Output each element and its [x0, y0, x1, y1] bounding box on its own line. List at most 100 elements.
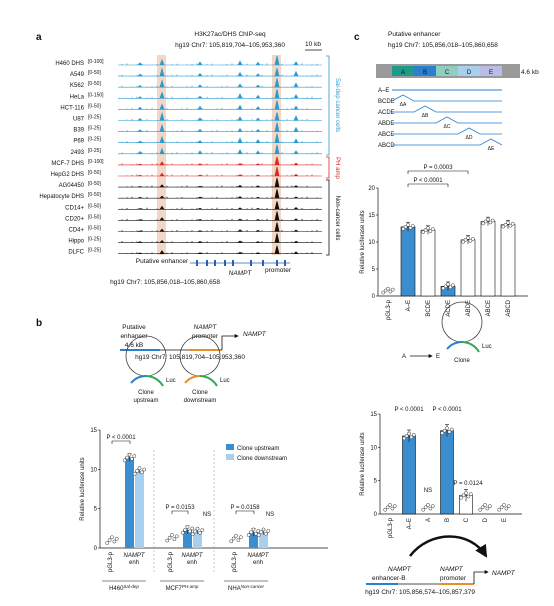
x-tick-label: A [426, 518, 432, 522]
significance-bracket [407, 183, 449, 187]
track-range: [0-50] [88, 181, 101, 187]
deletion-label: ΔC [444, 124, 451, 130]
replicate-dot [180, 530, 185, 535]
track-range: [0-100] [88, 59, 104, 65]
exon [196, 260, 198, 266]
track-range: [0-50] [88, 214, 101, 220]
track-signal [121, 211, 318, 221]
replicate-dot [430, 504, 435, 508]
segment-label: B [423, 70, 427, 76]
y-tick-label: 15 [368, 213, 375, 219]
track-range: [0-25] [88, 248, 101, 254]
replicate-dot [483, 219, 488, 224]
d-arrow-end: E [436, 354, 440, 360]
panel-b: b Putative enhancer 4.6 kB NAMPT promote… [36, 318, 328, 592]
panel-d: A E Luc Clone 0 5 10 15 Relative luciferase … [360, 301, 522, 596]
bottom-enhancer-label: Putative enhancer [136, 258, 189, 265]
replicate-dot [407, 431, 411, 436]
replicate-dot [490, 218, 495, 223]
panel-a-letter: a [36, 32, 42, 43]
replicate-dot [185, 525, 190, 529]
deletion-label: ΔB [422, 113, 429, 119]
replicate-dot [411, 432, 416, 437]
segment-A [392, 66, 414, 76]
replicate-dot [127, 452, 132, 457]
b-luc-2: Luc [220, 378, 230, 384]
replicate-dot [485, 506, 490, 511]
bar [420, 229, 436, 297]
track-name: K562 [70, 83, 85, 89]
bar-clone-upstream [125, 457, 134, 548]
b-legend-2: Clone downstream [237, 456, 287, 462]
replicate-dot [408, 226, 413, 230]
replicate-dot [486, 217, 490, 222]
replicate-dot [468, 492, 473, 496]
y-tick-label: 10 [368, 240, 375, 246]
track-name: HCT-116 [60, 105, 84, 111]
x-tick-label: pGL3-p [232, 551, 238, 572]
replicate-dot [466, 494, 471, 499]
replicate-dot [446, 282, 450, 287]
construct-line [392, 138, 503, 146]
x-tick-label: ACDE [446, 300, 452, 317]
track-range: [0-150] [88, 92, 104, 98]
replicate-dot [254, 531, 258, 536]
p-value: P = 0.0158 [230, 505, 260, 511]
x-tick-label-2: enh [129, 560, 139, 566]
x-tick-label-2: enh [253, 560, 263, 566]
replicate-dot [390, 506, 395, 511]
track-name: CD20+ [65, 216, 84, 222]
replicate-dot [256, 533, 261, 537]
p-value: NS [266, 512, 274, 518]
significance-bracket [111, 440, 131, 444]
replicate-dot [443, 284, 448, 289]
replicate-dot [499, 505, 504, 510]
track-name: CD4+ [68, 228, 84, 234]
panel-c-letter: c [354, 32, 360, 43]
panel-c-coords: hg19 Chr7: 105,856,018–105,860,658 [388, 42, 498, 49]
p-value: P < 0.0001 [432, 407, 462, 413]
significance-bracket [235, 510, 255, 514]
replicate-dot [488, 220, 493, 225]
replicate-dot [388, 289, 393, 294]
y-tick-label: 15 [370, 412, 377, 418]
track-signal [126, 245, 318, 255]
b-size-label: 4.6 kB [125, 342, 143, 349]
track-range: [0-50] [88, 226, 101, 232]
bottom-coords: hg19 Chr7: 105,856,018–105,860,658 [110, 279, 220, 286]
x-tick-label: pGL3-p [386, 299, 392, 320]
x-tick-label: NAMPT [124, 553, 146, 559]
replicate-dot [259, 530, 263, 535]
replicate-dot [445, 426, 449, 431]
group-label-noncancer: Non-cancer cells [334, 196, 340, 241]
d-gene-arrow: NAMPT [492, 570, 516, 577]
track-range: [0-50] [88, 203, 101, 209]
segment-label: A [401, 70, 405, 76]
track-range: [0-50] [88, 103, 101, 109]
replicate-dot [423, 228, 428, 232]
b-legend-1: Clone upstream [237, 446, 279, 452]
track-signal [126, 166, 318, 177]
replicate-dot [478, 507, 483, 512]
replicate-dot [381, 290, 386, 295]
construct-line [392, 105, 502, 113]
replicate-dot [506, 504, 511, 508]
track-range: [0-25] [88, 126, 101, 132]
exon [250, 260, 252, 266]
replicate-dot [238, 535, 243, 539]
replicate-dot [403, 225, 408, 229]
track-signal [121, 233, 313, 243]
track-name: AG04450 [59, 183, 85, 189]
track-signal [121, 201, 318, 210]
replicate-dot [190, 526, 195, 531]
replicate-dot [142, 467, 147, 472]
replicate-dot [261, 527, 266, 532]
x-tick-label: NAMPT [182, 553, 204, 559]
replicate-dot [406, 223, 410, 227]
group-label-cancer: Sal-dep cancer cells [334, 78, 340, 132]
panel-c: c Putative enhancer hg19 Chr7: 105,856,0… [354, 31, 539, 320]
d-arrow-start: A [402, 354, 406, 360]
bottom-gene-label: NAMPT [229, 270, 253, 277]
p-value: P = 0.0153 [165, 505, 195, 511]
replicate-dot [174, 534, 179, 539]
